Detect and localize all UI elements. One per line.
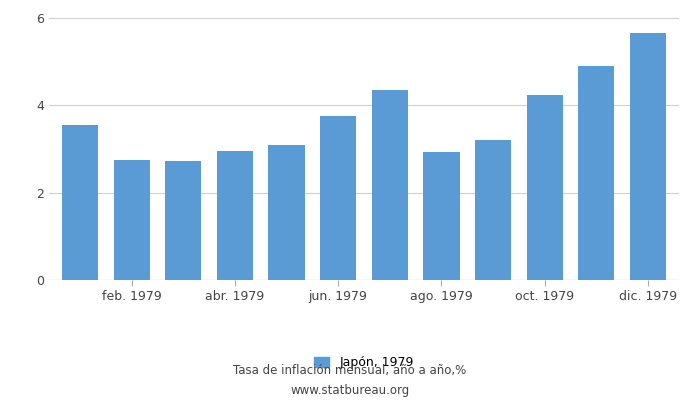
Bar (113, 160, 150, 280)
Bar (475, 140, 511, 280)
Bar (269, 145, 304, 280)
Bar (372, 90, 408, 280)
Bar (165, 161, 202, 280)
Bar (424, 152, 459, 280)
Legend: Japón, 1979: Japón, 1979 (309, 351, 419, 374)
Bar (630, 34, 666, 280)
Bar (62, 125, 98, 280)
Text: Tasa de inflación mensual, año a año,%: Tasa de inflación mensual, año a año,% (233, 364, 467, 377)
Bar (578, 66, 615, 280)
Bar (526, 94, 563, 280)
Text: www.statbureau.org: www.statbureau.org (290, 384, 410, 397)
Bar (217, 151, 253, 280)
Bar (320, 116, 356, 280)
